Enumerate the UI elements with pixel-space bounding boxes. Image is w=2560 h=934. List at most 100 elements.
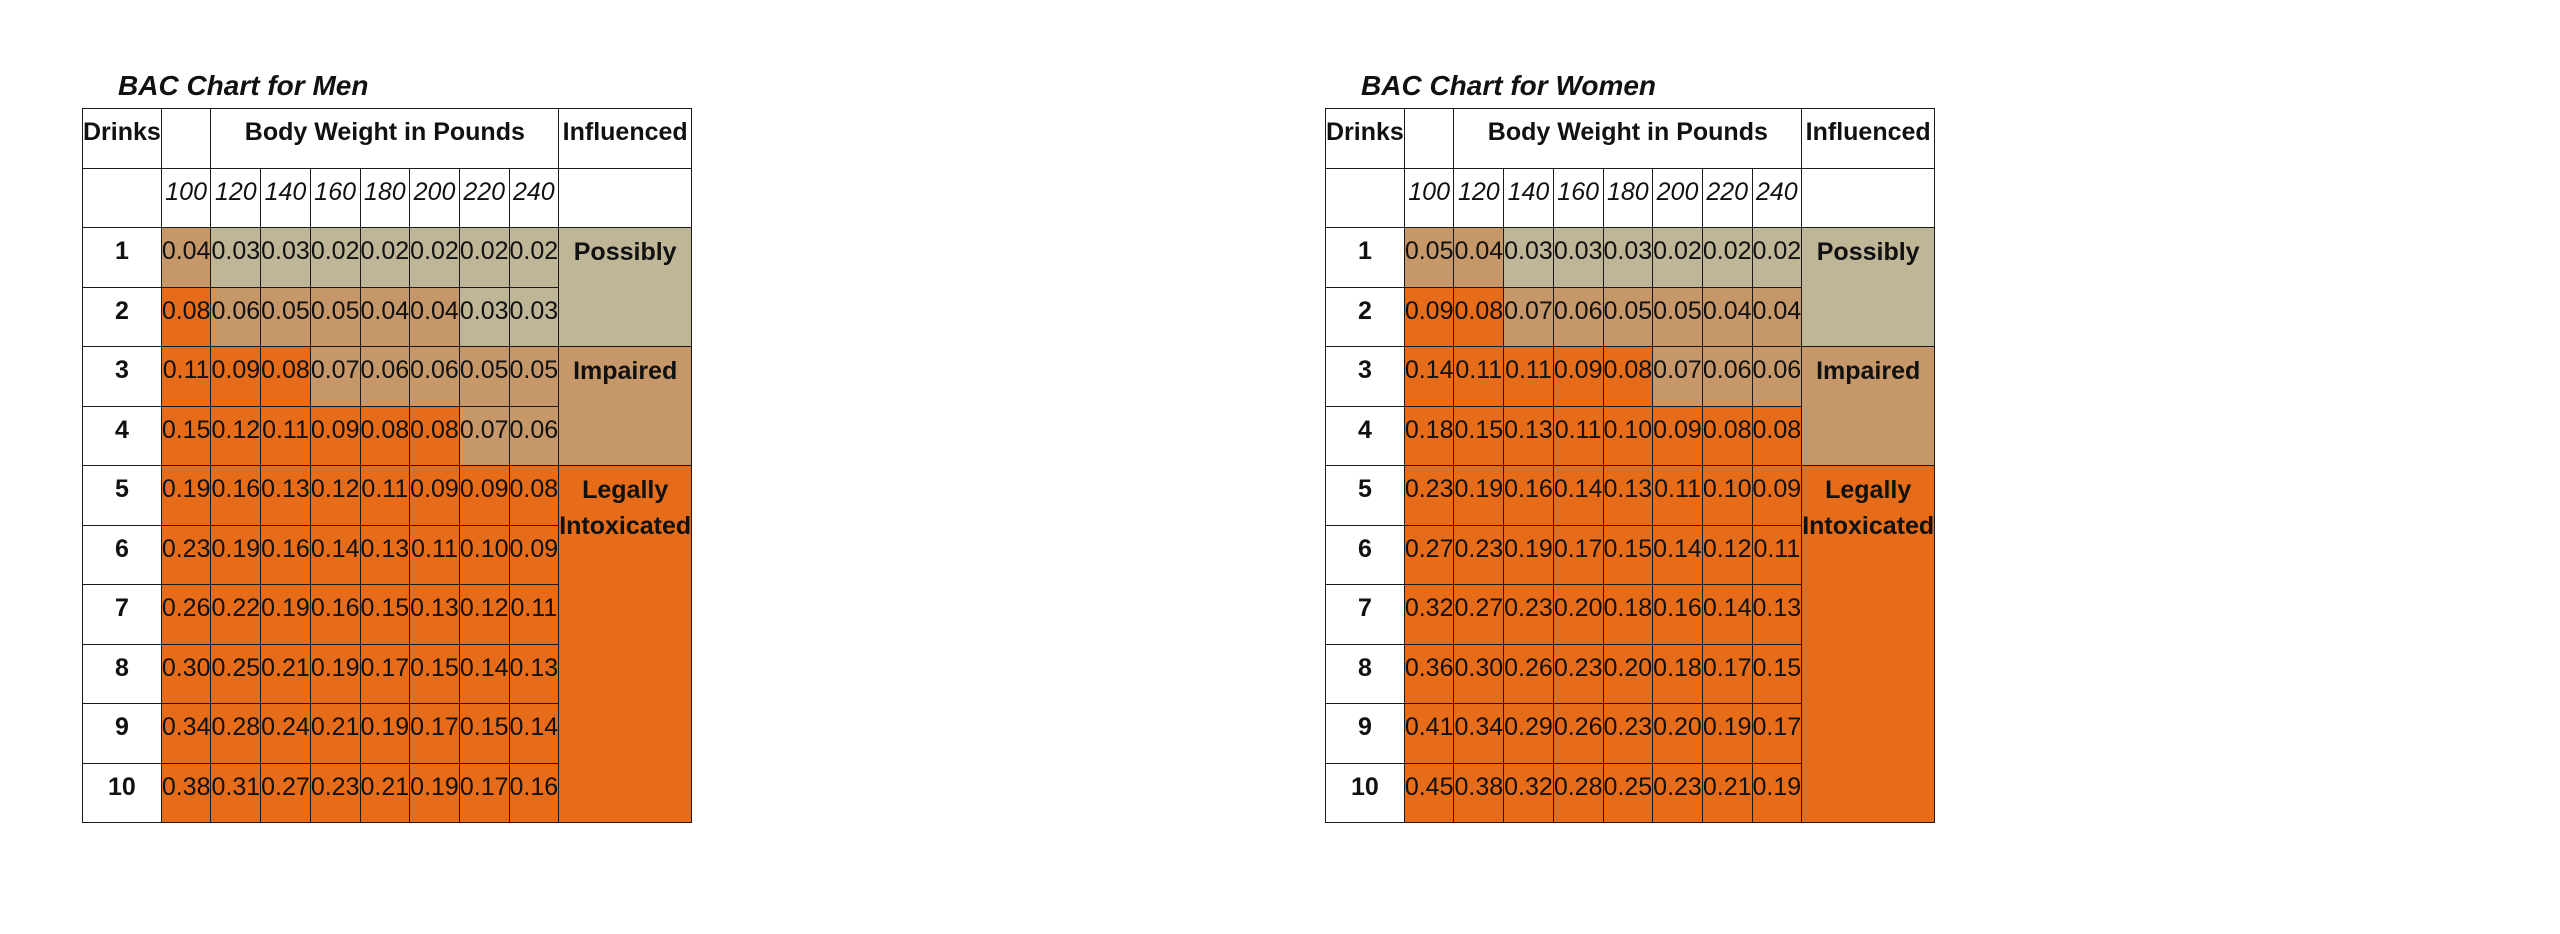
bac-value: 0.23 — [1403, 465, 1455, 526]
bac-value: 0.02 — [1652, 227, 1703, 288]
weight-header: 100 — [1403, 167, 1455, 228]
bac-value: 0.13 — [260, 465, 311, 526]
bac-value: 0.19 — [1701, 703, 1753, 764]
influence-zone: Impaired — [1801, 346, 1936, 466]
bac-value: 0.13 — [508, 643, 560, 704]
bac-value: 0.04 — [359, 286, 411, 347]
influence-zone: Possibly — [558, 227, 693, 347]
bac-value: 0.17 — [409, 703, 460, 764]
table-row: 10 0.38 0.31 0.27 0.23 0.21 0.19 0.17 0.16 — [82, 762, 692, 823]
bac-value: 0.09 — [458, 465, 510, 526]
bac-value: 0.11 — [1453, 346, 1505, 407]
drinks-header: Drinks — [1325, 108, 1405, 169]
weight-header: 120 — [210, 167, 262, 228]
weight-header: 240 — [508, 167, 560, 228]
bac-value: 0.07 — [1652, 346, 1703, 407]
bac-value: 0.19 — [409, 762, 460, 823]
header-spacer — [1403, 108, 1455, 169]
bac-value: 0.16 — [260, 524, 311, 585]
bac-value: 0.04 — [1453, 227, 1505, 288]
influenced-blank — [558, 167, 693, 228]
bac-value: 0.17 — [458, 762, 510, 823]
influence-zone: Impaired — [558, 346, 693, 466]
bac-value: 0.09 — [1403, 286, 1455, 347]
bac-value: 0.11 — [1503, 346, 1554, 407]
bac-value: 0.19 — [1453, 465, 1505, 526]
drinks-count: 1 — [1325, 227, 1405, 288]
body-weight-header: Body Weight in Pounds — [210, 108, 560, 169]
header-row: Drinks Body Weight in Pounds Influenced — [1325, 108, 1936, 169]
bac-value: 0.20 — [1602, 643, 1654, 704]
weight-row-blank — [82, 167, 162, 228]
chart-title-women: BAC Chart for Women — [1361, 70, 1657, 101]
bac-value: 0.34 — [1453, 703, 1505, 764]
bac-value: 0.15 — [409, 643, 460, 704]
drinks-count: 10 — [1325, 762, 1405, 823]
bac-value: 0.02 — [309, 227, 361, 288]
table-row: 10 0.45 0.38 0.32 0.28 0.25 0.23 0.21 0.19 — [1325, 762, 1935, 823]
bac-value: 0.09 — [1552, 346, 1604, 407]
bac-value: 0.15 — [458, 703, 510, 764]
bac-value: 0.41 — [1403, 703, 1455, 764]
drinks-count: 8 — [82, 643, 162, 704]
table-row: 8 0.36 0.30 0.26 0.23 0.20 0.18 0.17 0.15 — [1325, 643, 1935, 704]
bac-value: 0.05 — [508, 346, 560, 407]
influence-zone: Legally Intoxicated — [558, 465, 693, 823]
bac-value: 0.09 — [309, 405, 361, 466]
bac-value: 0.17 — [1751, 703, 1803, 764]
header-row: Drinks Body Weight in Pounds Influenced — [82, 108, 693, 169]
bac-value: 0.11 — [160, 346, 212, 407]
bac-value: 0.08 — [1751, 405, 1803, 466]
bac-value: 0.23 — [160, 524, 212, 585]
drinks-count: 9 — [82, 703, 162, 764]
bac-value: 0.14 — [1403, 346, 1455, 407]
bac-value: 0.08 — [409, 405, 460, 466]
bac-value: 0.29 — [1503, 703, 1554, 764]
bac-value: 0.11 — [1751, 524, 1803, 585]
table-row: 1 0.05 0.04 0.03 0.03 0.03 0.02 0.02 0.02 Possibl… — [1325, 227, 1936, 347]
bac-value: 0.08 — [1453, 286, 1505, 347]
bac-value: 0.04 — [1751, 286, 1803, 347]
bac-value: 0.22 — [210, 584, 262, 645]
bac-value: 0.25 — [1602, 762, 1654, 823]
bac-value: 0.03 — [508, 286, 560, 347]
bac-value: 0.14 — [458, 643, 510, 704]
drinks-count: 4 — [1325, 405, 1405, 466]
bac-value: 0.07 — [1503, 286, 1554, 347]
bac-value: 0.15 — [1602, 524, 1654, 585]
bac-value: 0.04 — [409, 286, 460, 347]
drinks-count: 8 — [1325, 643, 1405, 704]
bac-value: 0.10 — [1701, 465, 1753, 526]
bac-value: 0.16 — [508, 762, 560, 823]
table-row: 3 0.14 0.11 0.11 0.09 0.08 0.07 0.06 0.06 Impaire… — [1325, 346, 1936, 466]
bac-value: 0.38 — [1453, 762, 1505, 823]
table-row: 9 0.34 0.28 0.24 0.21 0.19 0.17 0.15 0.14 — [82, 703, 692, 764]
bac-value: 0.02 — [409, 227, 460, 288]
bac-value: 0.03 — [260, 227, 311, 288]
bac-value: 0.13 — [409, 584, 460, 645]
bac-value: 0.16 — [1503, 465, 1554, 526]
bac-value: 0.13 — [1503, 405, 1554, 466]
bac-value: 0.14 — [1701, 584, 1753, 645]
bac-value: 0.08 — [260, 346, 311, 407]
bac-value: 0.11 — [508, 584, 560, 645]
bac-value: 0.11 — [409, 524, 460, 585]
drinks-count: 5 — [1325, 465, 1405, 526]
bac-value: 0.02 — [1701, 227, 1753, 288]
bac-value: 0.05 — [1602, 286, 1654, 347]
bac-value: 0.26 — [1552, 703, 1604, 764]
bac-value: 0.19 — [1503, 524, 1554, 585]
bac-value: 0.16 — [309, 584, 361, 645]
bac-value: 0.15 — [1751, 643, 1803, 704]
weight-header: 220 — [1701, 167, 1753, 228]
bac-value: 0.04 — [160, 227, 212, 288]
bac-value: 0.02 — [458, 227, 510, 288]
bac-value: 0.17 — [1701, 643, 1753, 704]
weight-header: 120 — [1453, 167, 1505, 228]
bac-value: 0.18 — [1652, 643, 1703, 704]
bac-value: 0.45 — [1403, 762, 1455, 823]
drinks-count: 3 — [1325, 346, 1405, 407]
bac-value: 0.20 — [1552, 584, 1604, 645]
bac-value: 0.05 — [260, 286, 311, 347]
bac-value: 0.02 — [1751, 227, 1803, 288]
